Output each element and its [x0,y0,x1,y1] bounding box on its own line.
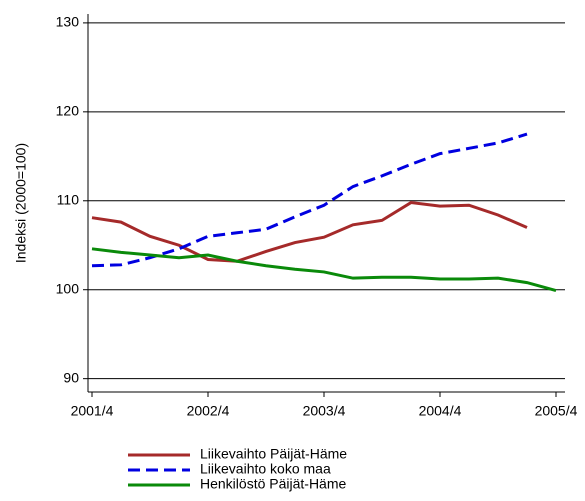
y-axis-label: Indeksi (2000=100) [13,143,29,263]
x-tick-label: 2003/4 [303,403,346,419]
legend-label: Henkilöstö Päijät-Häme [200,476,346,492]
y-tick-label: 90 [63,369,79,385]
series-line [91,201,528,263]
x-tick-label: 2005/4 [535,403,578,419]
series-line [91,132,528,268]
x-tick-label: 2001/4 [71,403,114,419]
y-tick-label: 110 [57,191,80,207]
legend-label: Liikevaihto koko maa [200,461,331,477]
y-tick-label: 120 [56,103,80,119]
y-tick-label: 100 [56,280,80,296]
legend-label: Liikevaihto Päijät-Häme [200,446,347,462]
x-tick-label: 2002/4 [187,403,230,419]
series-line [91,247,557,293]
y-tick-label: 130 [56,14,80,30]
x-tick-label: 2004/4 [419,403,462,419]
